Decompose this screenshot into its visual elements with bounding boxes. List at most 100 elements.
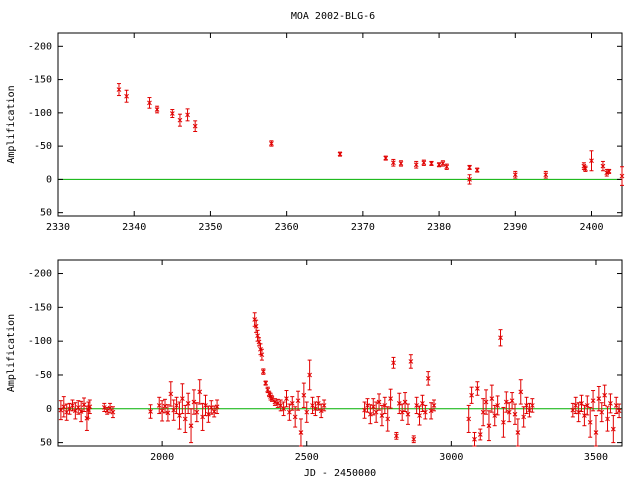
data-point (379, 404, 385, 427)
data-point (61, 396, 67, 418)
x-tick-label: 2400 (579, 222, 603, 233)
data-point (587, 406, 593, 438)
data-point (619, 166, 625, 186)
data-point (444, 163, 450, 170)
data-point (171, 399, 177, 421)
data-point (414, 396, 419, 415)
data-point (467, 174, 472, 185)
y-axis-label: Amplification (6, 85, 17, 163)
data-point (281, 401, 286, 417)
data-point (159, 400, 165, 422)
data-point (472, 431, 477, 447)
data-point (589, 150, 594, 172)
data-point (596, 385, 602, 412)
data-point (292, 406, 298, 428)
data-point (480, 398, 486, 427)
data-point (165, 404, 171, 422)
data-point (310, 396, 315, 415)
data-point (362, 401, 367, 419)
plot-frame (57, 32, 623, 217)
data-point (298, 418, 304, 447)
data-point (180, 383, 185, 415)
data-point (169, 109, 175, 119)
y-tick-label: 0 (46, 404, 52, 415)
data-point (518, 379, 524, 405)
data-point (197, 379, 203, 405)
data-point (373, 401, 379, 423)
data-point (101, 402, 107, 413)
data-point (289, 396, 295, 411)
data-point (315, 396, 321, 411)
data-point (365, 398, 370, 413)
data-point (67, 402, 72, 415)
data-point (474, 167, 480, 173)
y-tick-label: -50 (34, 141, 52, 152)
data-point (185, 392, 191, 415)
y-tick-label: 0 (46, 174, 52, 185)
data-point (370, 398, 376, 416)
data-point (168, 381, 174, 407)
data-point (506, 402, 512, 423)
data-point (411, 435, 417, 444)
x-tick-label: 3500 (584, 452, 608, 463)
x-tick-label: 2330 (46, 222, 70, 233)
data-point (214, 399, 220, 415)
data-point (398, 160, 404, 167)
data-point (269, 140, 274, 147)
data-point (107, 402, 113, 414)
data-point (263, 380, 269, 386)
data-point (573, 396, 579, 415)
data-point (515, 418, 521, 447)
data-point (116, 83, 122, 97)
data-point (408, 354, 414, 369)
data-point (194, 402, 200, 423)
data-point (192, 120, 198, 132)
y-tick-label: -100 (28, 108, 52, 119)
data-point (275, 398, 281, 408)
data-point (284, 390, 289, 408)
data-point (301, 382, 307, 408)
data-point (382, 396, 388, 415)
data-point (466, 404, 472, 433)
y-tick-label: -200 (28, 269, 52, 280)
x-tick-label: 2340 (122, 222, 146, 233)
data-point (467, 164, 472, 170)
x-tick-label: 2390 (503, 222, 527, 233)
data-point (600, 160, 606, 172)
data-point (211, 405, 217, 418)
data-point (529, 398, 535, 413)
data-point (512, 170, 518, 179)
data-point (206, 405, 211, 423)
data-point (421, 159, 427, 166)
data-point (582, 404, 587, 427)
data-point (385, 406, 391, 432)
data-point (524, 396, 529, 415)
data-point (287, 403, 292, 421)
data-point (75, 400, 81, 415)
data-point (431, 399, 437, 412)
data-point (613, 396, 619, 415)
data-point (70, 399, 75, 412)
plot-frame (57, 259, 623, 447)
data-point (503, 391, 509, 413)
data-point (148, 404, 153, 419)
y-tick-label: -150 (28, 302, 52, 313)
data-point (425, 371, 431, 386)
data-point (154, 105, 160, 114)
x-tick-label: 2360 (275, 222, 299, 233)
data-point (124, 89, 129, 103)
data-point (492, 404, 498, 427)
data-point (307, 359, 312, 391)
x-tick-label: 2370 (351, 222, 375, 233)
data-point (509, 392, 515, 410)
data-point (405, 403, 411, 425)
data-point (203, 394, 208, 417)
data-point (182, 404, 188, 433)
data-point (527, 402, 532, 418)
y-tick-label: -150 (28, 75, 52, 86)
data-point (147, 97, 152, 109)
data-point (399, 403, 405, 421)
data-point (394, 431, 399, 440)
data-point (521, 406, 527, 428)
